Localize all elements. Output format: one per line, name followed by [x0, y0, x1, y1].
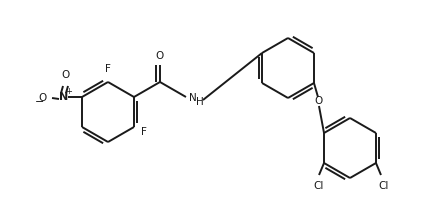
Text: H: H	[196, 97, 204, 107]
Text: Cl: Cl	[314, 181, 324, 191]
Text: N: N	[189, 93, 197, 103]
Text: F: F	[141, 127, 147, 137]
Text: Cl: Cl	[379, 181, 389, 191]
Text: O: O	[315, 96, 323, 106]
Text: O: O	[156, 51, 164, 61]
Text: O: O	[39, 93, 47, 103]
Text: O: O	[61, 70, 69, 80]
Text: +: +	[66, 86, 72, 95]
Text: F: F	[105, 64, 111, 74]
Text: −: −	[35, 97, 45, 107]
Text: N: N	[60, 92, 69, 102]
